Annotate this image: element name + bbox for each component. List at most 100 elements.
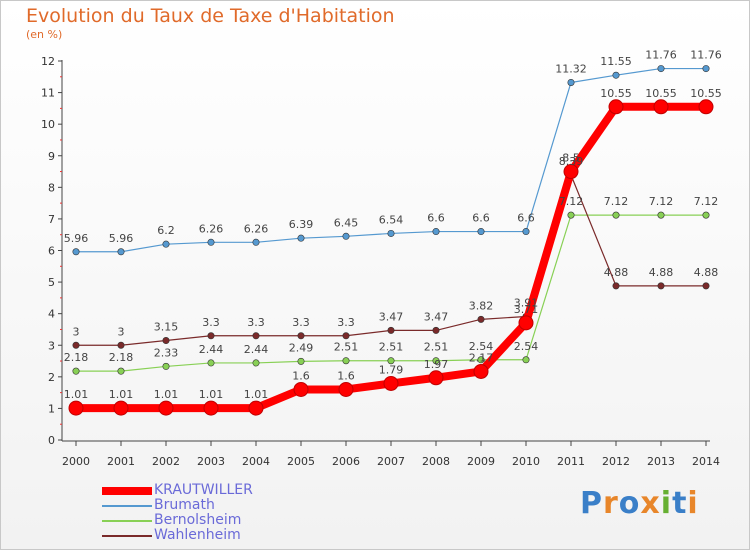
x-tick-label: 2012	[602, 455, 630, 468]
data-label: 1.01	[154, 388, 179, 401]
legend-label: Brumath	[154, 497, 215, 513]
y-tick-label: 9	[48, 150, 55, 163]
data-label: 6.6	[472, 212, 490, 225]
data-label: 3.3	[202, 316, 220, 329]
data-point	[248, 400, 264, 416]
data-point	[342, 232, 350, 240]
data-point	[518, 315, 534, 331]
data-label: 3	[118, 325, 125, 338]
data-label: 3.3	[247, 316, 265, 329]
logo-letter: i	[687, 486, 699, 521]
data-point	[72, 367, 80, 375]
data-point	[387, 326, 395, 334]
data-point	[117, 341, 125, 349]
legend-swatch	[102, 487, 152, 495]
data-label: 1.01	[199, 388, 224, 401]
data-point	[702, 282, 710, 290]
data-label: 6.2	[157, 224, 175, 237]
data-label: 2.51	[379, 341, 404, 354]
data-point	[698, 99, 714, 115]
data-label: 3.71	[514, 303, 539, 316]
data-label: 11.55	[600, 55, 632, 68]
data-label: 2.44	[244, 343, 269, 356]
data-point	[252, 238, 260, 246]
data-label: 6.26	[199, 222, 224, 235]
data-label: 4.88	[694, 266, 719, 279]
data-point	[387, 357, 395, 365]
data-label: 1.01	[244, 388, 269, 401]
x-tick-label: 2013	[647, 455, 675, 468]
chart-subtitle: (en %)	[26, 28, 63, 41]
data-label: 5.96	[64, 232, 89, 245]
data-label: 7.12	[604, 195, 629, 208]
y-tick-label: 11	[41, 87, 55, 100]
legend-label: Bernolsheim	[154, 512, 242, 528]
data-label: 1.6	[337, 369, 355, 382]
legend-label: KRAUTWILLER	[154, 482, 253, 498]
data-label: 7.12	[559, 195, 584, 208]
data-point	[68, 400, 84, 416]
x-tick-label: 2006	[332, 455, 360, 468]
data-point	[207, 359, 215, 367]
y-tick-label: 7	[48, 213, 55, 226]
data-label: 7.12	[694, 195, 719, 208]
data-label: 3.3	[337, 316, 355, 329]
data-point	[338, 381, 354, 397]
data-point	[702, 65, 710, 73]
data-point	[567, 211, 575, 219]
data-label: 6.39	[289, 218, 314, 231]
data-label: 3.91	[514, 297, 539, 310]
data-point	[162, 362, 170, 370]
data-label: 7.12	[649, 195, 674, 208]
data-label: 2.44	[199, 343, 224, 356]
logo-letter: i	[660, 486, 673, 521]
y-tick-label: 1	[48, 402, 55, 415]
y-tick-label: 10	[41, 118, 55, 131]
data-label: 11.76	[645, 49, 677, 62]
x-tick-label: 2001	[107, 455, 135, 468]
data-label: 6.54	[379, 213, 404, 226]
data-label: 4.88	[604, 266, 629, 279]
y-tick-label: 2	[48, 371, 55, 384]
data-point	[293, 381, 309, 397]
data-label: 2.17	[469, 351, 494, 364]
data-point	[612, 282, 620, 290]
data-point	[297, 332, 305, 340]
data-point	[203, 400, 219, 416]
data-point	[477, 356, 485, 364]
data-label: 3.82	[469, 299, 494, 312]
data-point	[72, 341, 80, 349]
data-point	[428, 370, 444, 386]
data-label: 2.18	[109, 351, 134, 364]
data-point	[653, 99, 669, 115]
data-point	[473, 363, 489, 379]
data-label: 3.15	[154, 321, 179, 334]
data-label: 10.55	[600, 87, 632, 100]
data-point	[252, 359, 260, 367]
data-label: 8.39	[559, 155, 584, 168]
logo-letter: t	[672, 486, 688, 521]
data-label: 3	[73, 325, 80, 338]
data-point	[563, 164, 579, 180]
logo-letter: r	[603, 486, 619, 521]
data-point	[387, 229, 395, 237]
data-point	[297, 357, 305, 365]
data-point	[432, 228, 440, 236]
data-point	[113, 400, 129, 416]
data-label: 6.6	[517, 212, 535, 225]
data-point	[72, 248, 80, 256]
data-point	[162, 337, 170, 345]
y-tick-label: 8	[48, 181, 55, 194]
data-label: 6.45	[334, 216, 359, 229]
x-tick-label: 2008	[422, 455, 450, 468]
data-point	[252, 332, 260, 340]
y-tick-label: 4	[48, 308, 55, 321]
data-label: 11.76	[690, 49, 722, 62]
data-label: 3.47	[424, 310, 449, 323]
x-tick-label: 2000	[62, 455, 90, 468]
data-label: 1.97	[424, 358, 449, 371]
y-tick-label: 6	[48, 245, 55, 258]
data-label: 5.96	[109, 232, 134, 245]
